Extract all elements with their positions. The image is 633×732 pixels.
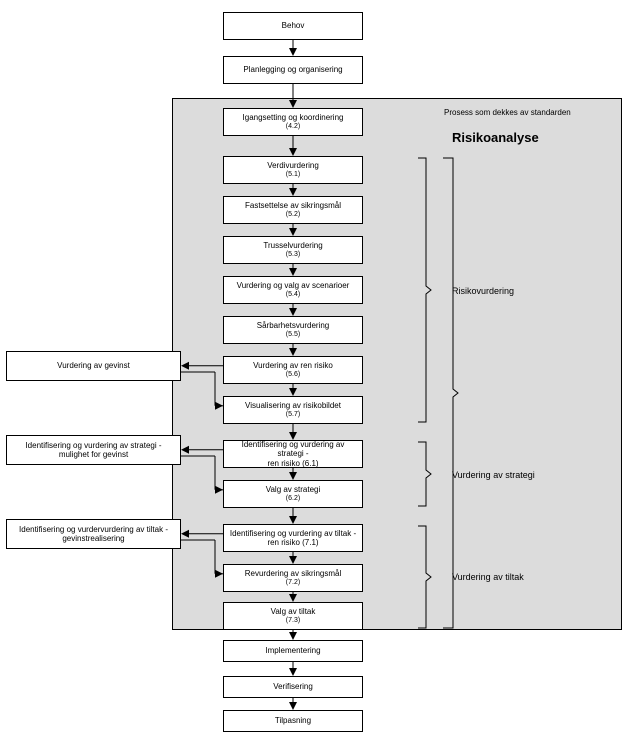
side-node-stratgevinst: Identifisering og vurdering av strategi … [6,435,181,465]
risikoanalyse-title: Risikoanalyse [452,130,539,145]
node-valgstrat: Valg av strategi(6.2) [223,480,363,508]
bracket-label-br-vurdstrat: Vurdering av strategi [452,470,535,480]
box-sublabel: (5.5) [286,331,300,339]
node-behov: Behov [223,12,363,40]
flowchart-canvas: Prosess som dekkes av standarden Risikoa… [0,0,633,727]
box-label: Valg av tiltak [271,607,316,616]
box-label: Identifisering og vurdering av strategi … [228,440,358,458]
node-revurd: Revurdering av sikringsmål(7.2) [223,564,363,592]
side-node-tiltakgevinst: Identifisering og vurdervurdering av til… [6,519,181,549]
box-label: ren risiko (6.1) [267,459,318,468]
box-sublabel: (5.4) [286,291,300,299]
box-label: Implementering [265,646,320,655]
bracket-label-br-risikovurd: Risikovurdering [452,286,514,296]
node-visual: Visualisering av risikobildet(5.7) [223,396,363,424]
node-verdi: Verdivurdering(5.1) [223,156,363,184]
box-label: Vurdering av ren risiko [253,361,333,370]
box-sublabel: (4.2) [286,123,300,131]
box-sublabel: (5.2) [286,211,300,219]
node-trussel: Trusselvurdering(5.3) [223,236,363,264]
box-sublabel: (7.3) [286,617,300,625]
box-label: Trusselvurdering [263,241,322,250]
node-tilpasning: Tilpasning [223,710,363,732]
box-label: Valg av strategi [266,485,321,494]
box-sublabel: (5.1) [286,171,300,179]
box-label: Fastsettelse av sikringsmål [245,201,341,210]
box-label: Identifisering og vurdering av strategi … [25,441,161,450]
box-label: ren risiko (7.1) [267,538,318,547]
node-impl: Implementering [223,640,363,662]
box-label: Verdivurdering [267,161,319,170]
box-sublabel: (6.2) [286,495,300,503]
side-node-gevinst: Vurdering av gevinst [6,351,181,381]
node-sikringsmal: Fastsettelse av sikringsmål(5.2) [223,196,363,224]
node-scenario: Vurdering og valg av scenarioer(5.4) [223,276,363,304]
box-label: Vurdering og valg av scenarioer [237,281,350,290]
box-sublabel: (7.2) [286,579,300,587]
box-label: Igangsetting og koordinering [243,113,344,122]
box-label: Behov [282,21,305,30]
node-strategi61: Identifisering og vurdering av strategi … [223,440,363,468]
box-label: Tilpasning [275,716,311,725]
node-valgtiltak: Valg av tiltak(7.3) [223,602,363,630]
node-renrisiko: Vurdering av ren risiko(5.6) [223,356,363,384]
node-tiltak71: Identifisering og vurdering av tiltak -r… [223,524,363,552]
node-igang: Igangsetting og koordinering(4.2) [223,108,363,136]
process-header-text: Prosess som dekkes av standarden [444,108,571,117]
box-label: Identifisering og vurdering av tiltak - [230,529,356,538]
box-label: Vurdering av gevinst [57,361,130,370]
box-label: gevinstrealisering [62,534,124,543]
box-sublabel: (5.6) [286,371,300,379]
box-label: mulighet for gevinst [59,450,128,459]
box-sublabel: (5.7) [286,411,300,419]
box-label: Identifisering og vurdervurdering av til… [19,525,168,534]
box-label: Planlegging og organisering [243,65,342,74]
box-label: Sårbarhetsvurdering [257,321,329,330]
box-label: Revurdering av sikringsmål [245,569,341,578]
node-verif: Verifisering [223,676,363,698]
bracket-label-br-vurdtiltak: Vurdering av tiltak [452,572,524,582]
node-saarbar: Sårbarhetsvurdering(5.5) [223,316,363,344]
box-label: Verifisering [273,682,313,691]
box-sublabel: (5.3) [286,251,300,259]
node-planlegging: Planlegging og organisering [223,56,363,84]
box-label: Visualisering av risikobildet [245,401,341,410]
